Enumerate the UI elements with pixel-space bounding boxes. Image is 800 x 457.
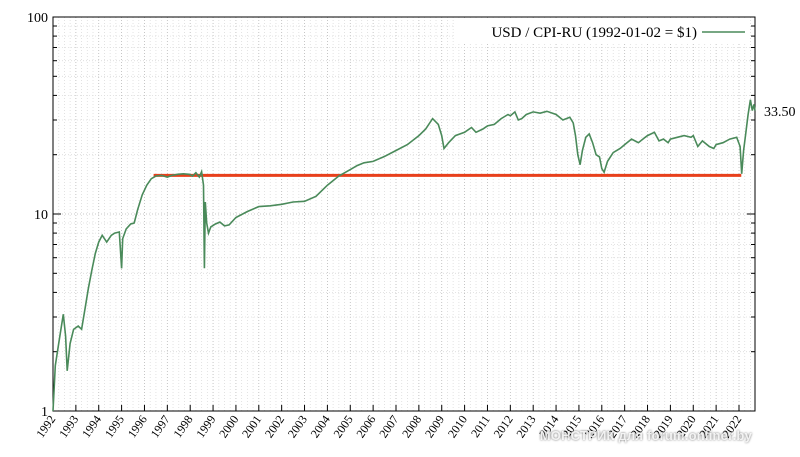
plot-frame [52,16,756,412]
watermark: МОНСТРИК для forum.onliner.by [539,428,752,443]
series-line [52,99,756,412]
end-value-label: 33.50 [764,105,796,120]
y-axis: 1 10 100 [27,11,48,420]
y-tick-label: 100 [27,11,48,26]
legend: USD / CPI-RU (1992-01-02 = $1) [455,20,750,44]
legend-series-name: USD / CPI-RU (1992-01-02 = $1) [491,25,697,41]
legend-background [455,20,750,44]
grid-lines [52,17,755,412]
y-tick-label: 1 [41,405,48,420]
y-tick-label: 10 [34,208,48,223]
